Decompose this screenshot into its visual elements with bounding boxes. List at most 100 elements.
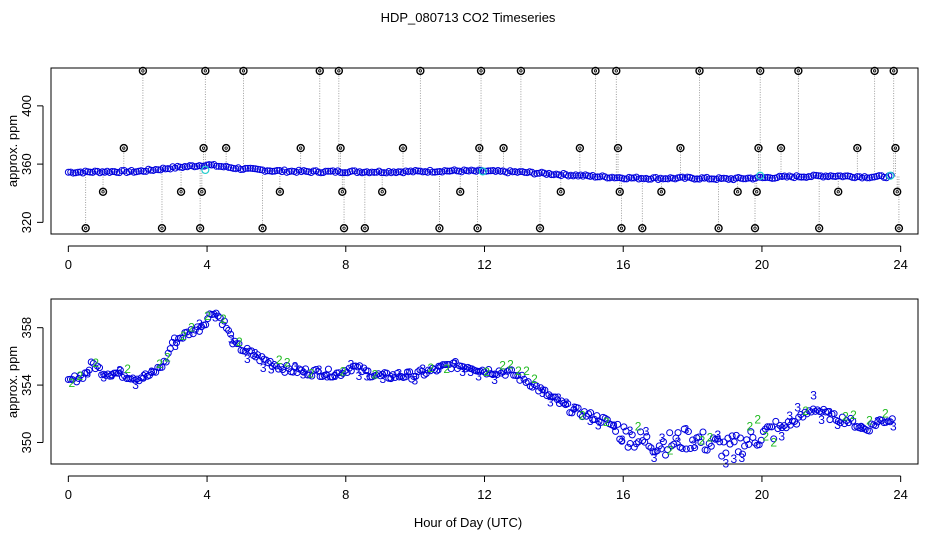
data-point [96,364,104,372]
data-point [203,161,211,169]
marker-3: 3 [778,429,785,443]
marker-3: 3 [595,419,602,433]
data-point [537,384,545,392]
outlier-point [894,223,904,233]
marker-3: 3 [715,428,722,442]
marker-2: 2 [866,413,873,427]
data-point [193,323,201,331]
marker-3: 3 [228,333,235,347]
top-plot-frame [50,67,919,235]
data-point [678,444,686,452]
data-point [698,174,706,182]
marker-3: 3 [260,361,267,375]
data-point [827,172,835,180]
outlier-point-inner [203,69,207,73]
data-point [256,166,264,174]
data-point [716,438,724,446]
data-point [770,435,778,443]
marker-3: 3 [435,362,442,376]
data-point [603,174,611,182]
data-point [215,162,223,170]
outlier-point-inner [342,226,346,230]
data-point [521,168,529,176]
marker-2: 2 [531,372,538,386]
data-point [268,363,276,371]
data-point [214,312,222,320]
marker-2: 2 [754,413,761,427]
data-point [593,412,601,420]
data-point [302,365,310,373]
marker-2: 2 [515,364,522,378]
data-point [664,446,672,454]
bottom-x-tick-label: 16 [616,487,630,502]
outlier-point [499,143,508,153]
data-point [518,371,526,379]
data-point [324,167,332,175]
outlier-point-inner [519,69,523,73]
outlier-point-inner [897,226,901,230]
data-point [805,173,813,181]
marker-3: 3 [643,425,650,439]
marker-3: 3 [364,369,371,383]
outlier-point-inner [160,226,164,230]
data-point [74,168,82,176]
data-point [761,174,769,182]
data-point [141,370,149,378]
marker-2: 2 [523,364,530,378]
data-point [84,168,92,176]
data-point [689,436,697,444]
outlier-point-inner [477,146,481,150]
marker-3: 3 [675,435,682,449]
data-point [662,175,670,183]
data-point [707,442,715,450]
outlier-point-inner [198,226,202,230]
outlier-point [750,223,760,233]
outlier-point [657,187,666,196]
data-point [453,167,461,175]
data-point [766,423,774,431]
marker-3: 3 [731,452,738,466]
data-point [875,172,883,180]
outlier-point [275,187,285,196]
marker-2: 2 [236,335,243,349]
outlier-point [756,66,765,76]
marker-2: 2 [156,357,163,371]
data-point [772,417,780,425]
data-point [268,167,276,175]
data-point [628,174,636,182]
outlier-point [794,66,803,76]
data-point [116,366,124,374]
data-point [603,416,611,424]
data-point [166,165,174,173]
data-point [509,168,517,176]
data-point [745,440,753,448]
marker-2: 2 [802,404,809,418]
outlier-point-inner [179,190,183,194]
data-point [336,168,344,176]
outlier-point-inner [855,146,859,150]
data-point [501,371,509,379]
data-point [244,164,252,172]
data-point [793,420,801,428]
top-y-tick-label: 320 [19,211,34,233]
outlier-point [695,66,704,76]
marker-3: 3 [539,386,546,400]
marker-3: 3 [659,431,666,445]
data-point [356,362,364,370]
top-x-tick-label: 4 [203,257,210,272]
marker-2: 2 [92,356,99,370]
outlier-point [119,143,129,153]
data-point [709,434,717,442]
data-point [564,400,572,408]
outlier-point-inner [101,190,105,194]
outlier-point [814,223,824,233]
data-point [412,372,420,380]
outlier-point [891,143,900,153]
marker-3: 3 [683,422,690,436]
data-point [378,169,386,177]
data-point [263,167,271,175]
marker-2: 2 [579,409,586,423]
data-point [176,163,184,171]
outlier-point [258,223,267,233]
marker-3: 3 [451,357,458,371]
